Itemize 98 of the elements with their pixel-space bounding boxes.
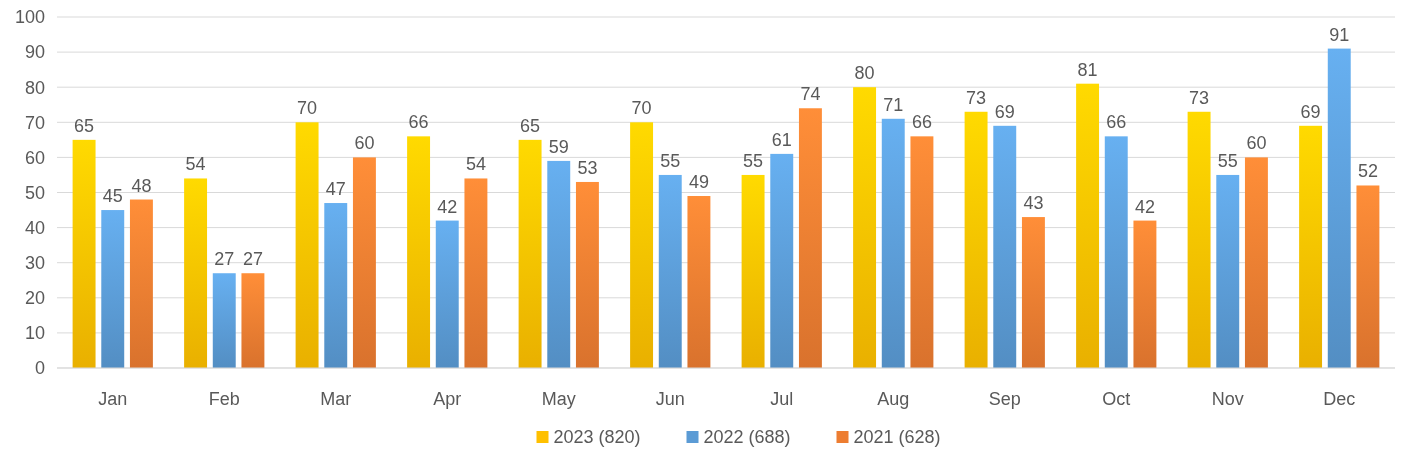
data-label: 42	[437, 196, 458, 217]
bar	[575, 181, 599, 368]
data-label: 65	[74, 115, 95, 136]
data-label: 54	[465, 154, 486, 175]
legend-label: 2021 (628)	[853, 427, 941, 448]
data-label: 66	[1106, 112, 1127, 133]
bar	[741, 174, 765, 368]
x-tick-label: Feb	[208, 389, 240, 409]
y-tick-label: 40	[24, 217, 45, 238]
bar	[547, 160, 571, 368]
bar	[770, 153, 794, 368]
data-label: 45	[102, 186, 123, 207]
bar	[1076, 83, 1100, 368]
data-label: 71	[883, 94, 904, 115]
data-label: 73	[966, 87, 987, 108]
data-label: 69	[1300, 101, 1321, 122]
data-label: 65	[520, 115, 541, 136]
x-tick-label: Jun	[655, 389, 685, 409]
bar	[1104, 136, 1128, 368]
y-tick-label: 70	[24, 112, 45, 133]
bar	[964, 111, 988, 368]
bar	[101, 210, 125, 368]
bar	[1021, 217, 1045, 368]
x-tick-label: Dec	[1323, 389, 1356, 409]
data-label: 73	[1189, 87, 1210, 108]
bar	[881, 118, 905, 368]
x-tick-label: Nov	[1211, 389, 1244, 409]
bar	[993, 125, 1017, 368]
bar	[435, 220, 459, 368]
data-label: 74	[800, 84, 821, 105]
bar	[1216, 174, 1240, 368]
bar	[212, 273, 236, 368]
data-label: 59	[548, 136, 569, 157]
data-label: 60	[1246, 133, 1267, 154]
data-label: 81	[1077, 59, 1098, 80]
bar	[464, 178, 488, 368]
bar	[1133, 220, 1157, 368]
x-tick-label: Aug	[877, 389, 910, 409]
data-label: 27	[242, 249, 263, 270]
bar	[630, 122, 654, 368]
data-label: 48	[131, 175, 152, 196]
bar	[72, 139, 96, 368]
y-tick-label: 100	[14, 7, 45, 28]
x-tick-label: May	[541, 389, 576, 409]
bar	[352, 157, 376, 368]
y-tick-label: 80	[24, 77, 45, 98]
y-tick-label: 10	[24, 323, 45, 344]
bar	[853, 87, 877, 368]
data-label: 43	[1023, 193, 1044, 214]
x-tick-label: Jan	[98, 389, 128, 409]
data-label: 66	[911, 112, 932, 133]
data-label: 47	[325, 179, 346, 200]
data-label: 80	[854, 63, 875, 84]
legend-label: 2022 (688)	[703, 427, 791, 448]
y-tick-label: 0	[34, 358, 45, 379]
y-tick-label: 20	[24, 288, 45, 309]
bar	[1356, 185, 1380, 368]
data-label: 53	[577, 157, 598, 178]
x-tick-label: Apr	[433, 389, 462, 409]
y-tick-label: 60	[24, 147, 45, 168]
data-label: 61	[771, 129, 792, 150]
bar	[1244, 157, 1268, 368]
legend-label: 2023 (820)	[553, 427, 641, 448]
y-tick-label: 50	[24, 182, 45, 203]
data-label: 70	[297, 98, 318, 119]
data-label: 60	[354, 133, 375, 154]
bar	[184, 178, 208, 368]
bar	[1327, 48, 1351, 368]
data-label: 70	[631, 98, 652, 119]
data-label: 66	[408, 112, 429, 133]
data-label: 42	[1134, 196, 1155, 217]
data-label: 69	[994, 101, 1015, 122]
x-tick-label: Jul	[770, 389, 794, 409]
bar	[687, 196, 711, 368]
bar	[407, 136, 431, 368]
y-tick-label: 30	[24, 253, 45, 273]
bar	[241, 273, 265, 368]
data-label: 49	[688, 172, 709, 193]
bar	[518, 139, 542, 368]
bar	[798, 108, 822, 368]
bar	[1187, 111, 1211, 368]
bar	[129, 199, 153, 368]
bar	[1299, 125, 1323, 368]
data-label: 27	[214, 249, 235, 270]
data-label: 55	[660, 150, 681, 171]
bar	[658, 174, 682, 368]
bar	[910, 136, 934, 368]
data-label: 91	[1329, 24, 1350, 45]
data-label: 55	[743, 150, 764, 171]
x-tick-label: Mar	[320, 389, 352, 409]
x-tick-label: Sep	[988, 389, 1021, 409]
y-tick-label: 90	[24, 42, 45, 63]
data-label: 55	[1217, 150, 1238, 171]
data-label: 52	[1357, 161, 1378, 182]
data-label: 54	[185, 154, 206, 175]
bar	[295, 122, 319, 368]
x-tick-label: Oct	[1102, 389, 1131, 409]
bar	[324, 203, 348, 368]
